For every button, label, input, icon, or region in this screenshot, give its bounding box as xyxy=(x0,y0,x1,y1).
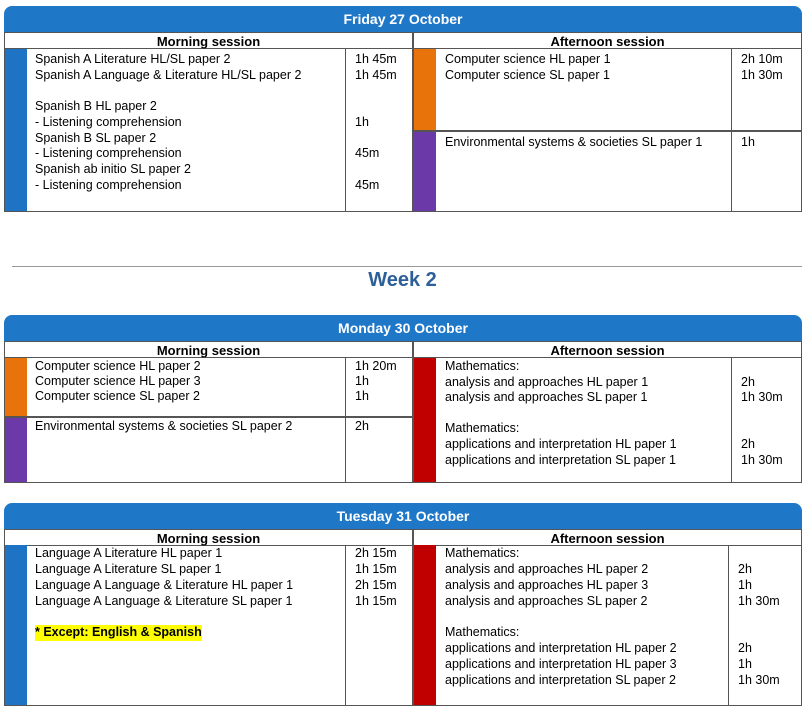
subject-line: Spanish B SL paper 2 xyxy=(35,131,157,145)
subject-line: Mathematics: xyxy=(445,421,520,435)
duration: 1h 30m xyxy=(738,673,780,687)
subject-color-bar xyxy=(5,545,27,705)
duration: 1h xyxy=(741,135,755,149)
subject-line: Language A Language & Literature SL pape… xyxy=(35,594,293,608)
duration: 1h 30m xyxy=(741,453,783,467)
exam-block: Mathematics: analysis and approaches HL … xyxy=(413,545,802,706)
subject-line: Spanish A Language & Literature HL/SL pa… xyxy=(35,68,302,82)
subject-line: applications and interpretation SL paper… xyxy=(445,673,676,687)
exception-note: * Except: English & Spanish xyxy=(35,625,202,641)
subject-line: Mathematics: xyxy=(445,625,520,639)
subject-color-bar xyxy=(414,49,436,130)
duration: 1h xyxy=(355,374,369,388)
subject-line: Computer science SL paper 2 xyxy=(35,389,200,403)
subject-line: Computer science HL paper 3 xyxy=(35,374,201,388)
day-title: Tuesday 31 October xyxy=(4,503,802,529)
duration: 1h 20m xyxy=(355,359,397,373)
subject-color-bar xyxy=(5,358,27,416)
duration: 2h 15m xyxy=(355,546,397,560)
day-monday: Monday 30 October Morning session Aftern… xyxy=(4,315,802,483)
exam-block: Environmental systems & societies SL pap… xyxy=(413,131,802,212)
afternoon-session-header: Afternoon session xyxy=(413,32,802,49)
subject-line: analysis and approaches SL paper 2 xyxy=(445,594,648,608)
duration: 45m xyxy=(355,146,380,160)
duration-column: 2h xyxy=(345,418,413,482)
subject-line: analysis and approaches HL paper 1 xyxy=(445,375,649,389)
exam-block: Spanish A Literature HL/SL paper 2 Spani… xyxy=(4,49,413,212)
duration: 2h xyxy=(355,419,369,433)
duration: 2h xyxy=(741,437,755,451)
day-tuesday: Tuesday 31 October Morning session After… xyxy=(4,503,802,706)
duration: 1h 30m xyxy=(738,594,780,608)
duration: 45m xyxy=(355,178,380,192)
afternoon-session-header: Afternoon session xyxy=(413,529,802,546)
duration: 1h xyxy=(738,578,752,592)
subject-line: Environmental systems & societies SL pap… xyxy=(445,135,703,149)
subject-line: Language A Literature SL paper 1 xyxy=(35,562,222,576)
morning-session-header: Morning session xyxy=(4,32,413,49)
exam-block: Mathematics: analysis and approaches HL … xyxy=(413,358,802,483)
subject-line: Computer science SL paper 1 xyxy=(445,68,610,82)
subject-line: - Listening comprehension xyxy=(35,115,182,129)
exam-block: Computer science HL paper 2 Computer sci… xyxy=(4,358,413,417)
subject-line: Environmental systems & societies SL pap… xyxy=(35,419,293,433)
duration: 1h 30m xyxy=(741,390,783,404)
subject-line: Spanish ab initio SL paper 2 xyxy=(35,162,191,176)
section-divider xyxy=(12,266,802,267)
subject-line: Spanish B HL paper 2 xyxy=(35,99,157,113)
duration: 2h xyxy=(738,641,752,655)
duration: 2h xyxy=(741,375,755,389)
subject-line: Mathematics: xyxy=(445,359,520,373)
subject-line: Spanish A Literature HL/SL paper 2 xyxy=(35,52,231,66)
subject-line: applications and interpretation HL paper… xyxy=(445,657,677,671)
duration-column: 2h 10m 1h 30m xyxy=(731,49,802,130)
duration: 1h 45m xyxy=(355,68,397,82)
day-title: Friday 27 October xyxy=(4,6,802,32)
afternoon-session-header: Afternoon session xyxy=(413,341,802,358)
morning-session-header: Morning session xyxy=(4,341,413,358)
duration-column: 2h 1h 1h 30m 2h 1h 1h 30m xyxy=(728,545,799,705)
duration-column: 2h 1h 30m 2h 1h 30m xyxy=(731,358,802,482)
duration-column: 1h 45m 1h 45m 1h 45m 45m xyxy=(345,49,413,211)
subject-line: analysis and approaches HL paper 2 xyxy=(445,562,649,576)
subject-line: Computer science HL paper 2 xyxy=(35,359,201,373)
subject-color-bar xyxy=(5,49,27,211)
duration: 2h 15m xyxy=(355,578,397,592)
subject-line: Language A Language & Literature HL pape… xyxy=(35,578,294,592)
subject-color-bar xyxy=(414,358,436,482)
subject-line: Mathematics: xyxy=(445,546,520,560)
duration-column: 1h 20m 1h 1h xyxy=(345,358,413,416)
subject-line: - Listening comprehension xyxy=(35,146,182,160)
duration: 1h xyxy=(355,115,369,129)
duration-column: 1h xyxy=(731,132,802,211)
duration-column: 2h 15m 1h 15m 2h 15m 1h 15m xyxy=(345,545,413,705)
subject-line: Computer science HL paper 1 xyxy=(445,52,611,66)
duration: 1h xyxy=(738,657,752,671)
day-title: Monday 30 October xyxy=(4,315,802,341)
duration: 1h 15m xyxy=(355,562,397,576)
duration: 2h xyxy=(738,562,752,576)
duration: 1h xyxy=(355,389,369,403)
duration: 1h 45m xyxy=(355,52,397,66)
subject-line: applications and interpretation HL paper… xyxy=(445,641,677,655)
week-title: Week 2 xyxy=(368,269,437,291)
subject-line: applications and interpretation HL paper… xyxy=(445,437,677,451)
subject-line: - Listening comprehension xyxy=(35,178,182,192)
exam-block: Environmental systems & societies SL pap… xyxy=(4,417,413,483)
duration: 1h 15m xyxy=(355,594,397,608)
subject-color-bar xyxy=(414,545,436,705)
exam-block: Computer science HL paper 1 Computer sci… xyxy=(413,49,802,131)
exam-block: Language A Literature HL paper 1 Languag… xyxy=(4,545,413,706)
subject-color-bar xyxy=(414,132,436,211)
morning-session-header: Morning session xyxy=(4,529,413,546)
subject-line: analysis and approaches HL paper 3 xyxy=(445,578,649,592)
duration: 1h 30m xyxy=(741,68,783,82)
subject-line: analysis and approaches SL paper 1 xyxy=(445,390,648,404)
subject-line: Language A Literature HL paper 1 xyxy=(35,546,223,560)
subject-line: applications and interpretation SL paper… xyxy=(445,453,676,467)
duration: 2h 10m xyxy=(741,52,783,66)
day-friday: Friday 27 October Morning session Aftern… xyxy=(4,6,802,212)
subject-color-bar xyxy=(5,418,27,482)
